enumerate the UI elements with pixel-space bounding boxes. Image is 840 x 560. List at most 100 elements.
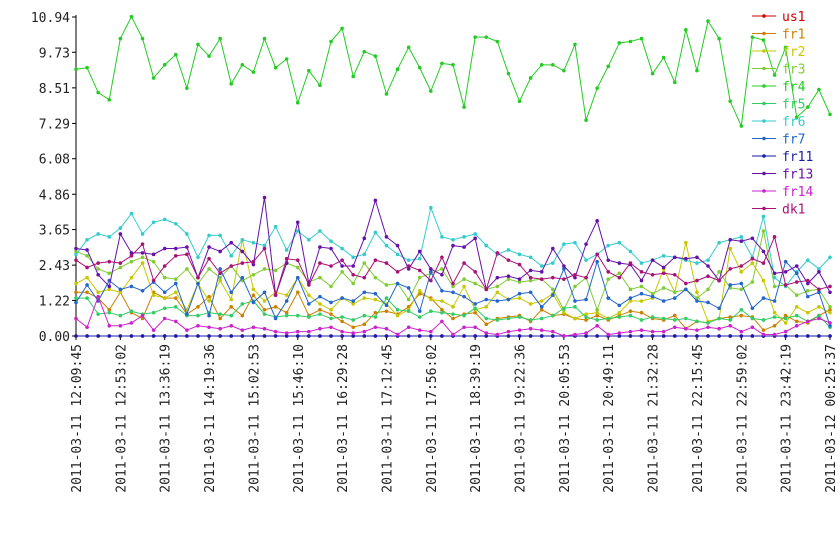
point bbox=[473, 310, 477, 315]
point bbox=[329, 325, 333, 330]
point bbox=[417, 334, 422, 338]
point bbox=[162, 290, 167, 295]
point bbox=[207, 294, 211, 299]
x-tick-label: 2011-03-12 00:25:37 bbox=[824, 344, 839, 493]
point bbox=[196, 42, 200, 47]
point bbox=[273, 305, 278, 309]
point bbox=[495, 290, 500, 295]
legend-label: fr11 bbox=[782, 150, 813, 165]
x-tick-label: 2011-03-11 15:02:53 bbox=[247, 344, 262, 493]
point bbox=[251, 240, 256, 245]
point bbox=[539, 264, 544, 268]
point bbox=[661, 254, 666, 258]
point bbox=[506, 329, 511, 334]
point bbox=[295, 229, 300, 233]
point bbox=[406, 334, 411, 338]
point bbox=[429, 329, 433, 334]
point bbox=[96, 290, 100, 295]
x-tick-label: 2011-03-11 22:59:02 bbox=[735, 344, 750, 493]
legend-dot bbox=[762, 49, 766, 53]
point bbox=[750, 334, 755, 338]
point bbox=[750, 256, 755, 261]
point bbox=[151, 334, 156, 338]
point bbox=[173, 305, 178, 309]
point bbox=[684, 334, 688, 338]
point bbox=[783, 259, 788, 264]
point bbox=[617, 315, 622, 319]
point bbox=[262, 312, 267, 316]
point bbox=[650, 258, 655, 262]
point bbox=[495, 284, 500, 289]
point bbox=[750, 280, 755, 284]
x-tick-label: 2011-03-11 21:32:28 bbox=[647, 344, 662, 493]
point bbox=[717, 326, 721, 331]
point bbox=[273, 65, 278, 70]
point bbox=[772, 323, 777, 328]
point bbox=[817, 290, 821, 295]
point bbox=[806, 258, 810, 262]
legend-dot bbox=[762, 171, 766, 176]
point bbox=[284, 334, 289, 338]
point bbox=[284, 57, 289, 61]
point bbox=[706, 300, 710, 305]
point bbox=[162, 217, 167, 222]
point bbox=[318, 312, 322, 316]
point bbox=[185, 312, 189, 316]
point bbox=[284, 256, 289, 261]
point bbox=[129, 275, 134, 280]
point bbox=[417, 289, 422, 293]
point bbox=[240, 261, 245, 265]
point bbox=[218, 267, 222, 271]
point bbox=[140, 251, 145, 255]
point bbox=[495, 251, 500, 255]
point bbox=[229, 313, 234, 318]
point bbox=[429, 278, 433, 283]
legend-label: fr4 bbox=[782, 80, 806, 95]
point bbox=[783, 329, 788, 334]
point bbox=[340, 296, 344, 300]
point bbox=[539, 63, 544, 67]
point bbox=[96, 90, 100, 95]
point bbox=[240, 313, 245, 318]
point bbox=[85, 275, 89, 280]
point bbox=[395, 270, 400, 274]
point bbox=[451, 305, 455, 309]
point bbox=[107, 271, 112, 276]
point bbox=[628, 296, 633, 300]
point bbox=[196, 275, 200, 280]
point bbox=[451, 290, 455, 295]
point bbox=[74, 316, 78, 321]
point bbox=[107, 259, 112, 264]
x-tick-label: 2011-03-11 22:15:45 bbox=[691, 344, 706, 493]
point bbox=[617, 261, 622, 265]
point bbox=[661, 286, 666, 290]
point bbox=[329, 334, 333, 338]
point bbox=[595, 86, 599, 90]
point bbox=[295, 329, 300, 334]
point bbox=[462, 284, 466, 289]
point bbox=[761, 249, 766, 254]
point bbox=[151, 220, 156, 225]
point bbox=[351, 264, 356, 268]
point bbox=[794, 319, 799, 324]
point bbox=[706, 287, 710, 292]
point bbox=[417, 249, 422, 254]
point bbox=[129, 334, 134, 338]
point bbox=[318, 245, 322, 249]
point bbox=[173, 221, 178, 226]
point bbox=[118, 232, 123, 236]
point bbox=[617, 334, 622, 338]
point bbox=[728, 246, 733, 251]
point bbox=[229, 81, 234, 86]
point bbox=[706, 321, 710, 325]
point bbox=[406, 297, 411, 302]
point bbox=[584, 312, 588, 316]
point bbox=[739, 329, 744, 334]
point bbox=[595, 307, 599, 312]
series bbox=[74, 259, 832, 328]
point bbox=[772, 271, 777, 276]
point bbox=[251, 325, 256, 330]
point bbox=[528, 255, 533, 260]
point bbox=[384, 296, 389, 300]
point bbox=[329, 39, 333, 44]
